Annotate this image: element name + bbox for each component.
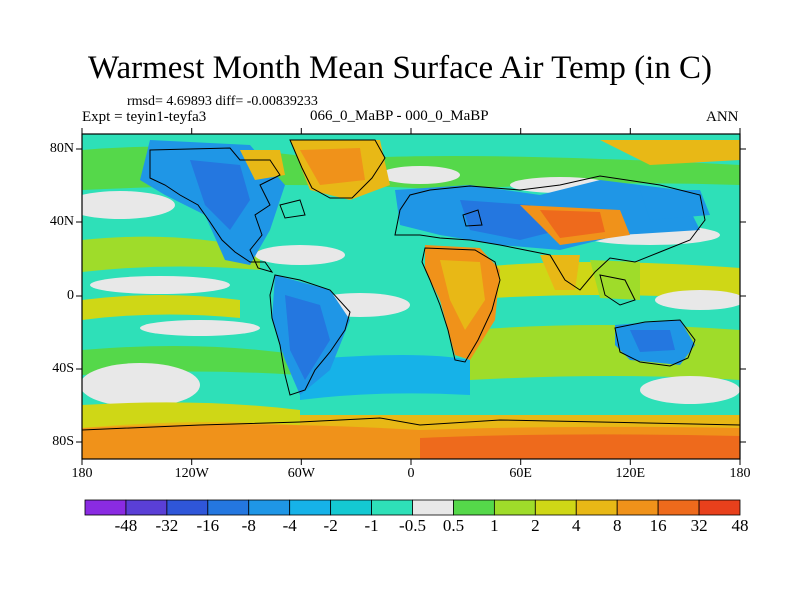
colorbar-swatch (248, 499, 291, 516)
colorbar-label: -48 (114, 516, 138, 535)
lon-label-60e: 60E (509, 466, 532, 481)
map-title: Warmest Month Mean Surface Air Temp (in … (87, 50, 713, 86)
colorbar-swatch (330, 499, 372, 516)
colorbar-label: -1 (364, 516, 379, 535)
lon-label-0: 0 (407, 466, 415, 481)
colorbar-label: 16 (649, 516, 667, 535)
colorbar-swatch (453, 499, 495, 516)
map-field (82, 134, 740, 459)
colorbar-swatch (616, 499, 659, 516)
colorbar-swatch (371, 499, 413, 516)
colorbar-label: -32 (155, 516, 179, 535)
colorbar-label: -8 (241, 516, 256, 535)
colorbar-label: -2 (323, 516, 338, 535)
colorbar-swatch (289, 499, 332, 516)
coastline-outlines (82, 139, 740, 431)
lat-label-0: 0 (67, 288, 74, 303)
colorbar-label: 32 (690, 516, 708, 535)
colorbar-swatch (125, 499, 168, 516)
colorbar-swatch (166, 499, 209, 516)
colorbar-label: 0.5 (442, 516, 465, 535)
colorbar-label: 4 (572, 516, 581, 535)
colorbar-swatch (698, 499, 741, 516)
colorbar-swatch (84, 499, 127, 516)
colorbar-label: 8 (612, 516, 622, 535)
lon-label-120e: 120E (615, 466, 646, 481)
colorbar-label: -0.5 (399, 516, 426, 535)
colorbar-swatch (207, 499, 250, 516)
colorbar-swatch (575, 499, 618, 516)
lon-label-120w: 120W (174, 466, 209, 481)
lat-label-40n: 40N (49, 214, 74, 229)
colorbar-swatch (657, 499, 700, 516)
lat-label-80n: 80N (49, 141, 74, 156)
lat-label-40s: 40S (52, 361, 74, 376)
lat-label-80s: 80S (52, 434, 74, 449)
colorbar-label: 2 (531, 516, 540, 535)
lon-label-180w: 180 (71, 466, 93, 481)
colorbar-label: -16 (196, 516, 220, 535)
colorbar-label: 48 (731, 516, 749, 535)
axis-ticks (76, 128, 746, 465)
stats-text: rmsd= 4.69893 diff= -0.00839233 (127, 94, 318, 109)
lon-label-60w: 60W (287, 466, 315, 481)
lon-label-180e: 180 (729, 466, 751, 481)
colorbar-label: -4 (282, 516, 297, 535)
season-label: ANN (706, 109, 739, 125)
colorbar-swatch (493, 499, 536, 516)
comparison-label: 066_0_MaBP - 000_0_MaBP (310, 108, 489, 124)
colorbar-swatch (534, 499, 577, 516)
colorbar-label: 1 (490, 516, 499, 535)
experiment-label: Expt = teyin1-teyfa3 (82, 109, 207, 125)
colorbar-swatch (412, 499, 454, 516)
